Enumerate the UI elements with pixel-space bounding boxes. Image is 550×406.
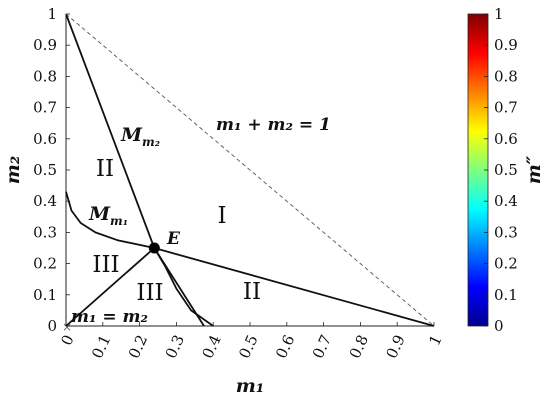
- series-line-3: [65, 247, 155, 327]
- colorbar-tick-label: 0.7: [494, 99, 518, 117]
- x-tick-label: 0.3: [162, 332, 188, 361]
- y-tick-label: 0.7: [33, 99, 57, 117]
- colorbar-tick-label: 0.9: [494, 36, 518, 54]
- x-tick-label: 0.1: [88, 332, 114, 361]
- colorbar-tick-label: 0.3: [494, 223, 518, 241]
- y-tick-label: 1: [47, 5, 57, 23]
- x-axis-label: m₁: [236, 375, 264, 397]
- plot-area: ×: [62, 13, 435, 334]
- colorbar-tick-label: 0.2: [494, 255, 518, 273]
- y-tick-label: 0: [47, 317, 57, 335]
- x-tick-label: 0.5: [235, 332, 261, 361]
- series-line-1: [65, 191, 214, 327]
- label-Mm2: Mm₂: [120, 124, 160, 149]
- y-tick-label: 0.4: [33, 192, 57, 210]
- colorbar-tick-label: 0.1: [494, 286, 518, 304]
- y-tick-label: 0.6: [33, 130, 57, 148]
- label-sum-line: m₁ + m₂ = 1: [216, 115, 331, 135]
- region-I: I: [217, 203, 226, 229]
- y-tick-label: 0.2: [33, 255, 57, 273]
- y-tick-label: 0.9: [33, 36, 57, 54]
- colorbar-ticks: 0 0.1 0.2 0.3 0.4 0.5 0.6 0.7 0.8 0.9 1: [484, 5, 518, 335]
- x-tick-label: 0.7: [309, 332, 335, 361]
- region-III-bottom: III: [136, 280, 163, 306]
- x-tick-label: 0.6: [272, 332, 298, 361]
- x-tick-label: 0.8: [346, 332, 372, 361]
- y-tick-label: 0.3: [33, 223, 57, 241]
- colorbar-tick-label: 1: [494, 5, 504, 23]
- colorbar-label: m″: [523, 155, 545, 184]
- x-tick-label: 0.9: [382, 332, 408, 361]
- x-tick-label: 1: [425, 332, 445, 348]
- y-tick-label: 0.5: [33, 161, 57, 179]
- series-line-4: [65, 13, 435, 327]
- y-axis-label: m₂: [2, 156, 24, 184]
- origin-marker: ×: [62, 320, 72, 334]
- colorbar-tick-label: 0.4: [494, 192, 518, 210]
- colorbar-tick-label: 0: [494, 317, 504, 335]
- region-II-lower: II: [243, 279, 261, 305]
- series-line-2: [154, 247, 435, 327]
- series-line-0: [65, 13, 205, 327]
- x-tick-label: 0.2: [125, 332, 151, 361]
- colorbar-tick-label: 0.6: [494, 130, 518, 148]
- point-E: [148, 242, 160, 254]
- x-tick-label: 0.4: [198, 332, 224, 361]
- x-tick-label: 0: [57, 332, 77, 348]
- region-III-left: III: [92, 252, 119, 278]
- y-tick-label: 0.1: [33, 286, 57, 304]
- colorbar-tick-label: 0.5: [494, 161, 518, 179]
- label-Mm1: Mm₁: [88, 203, 128, 228]
- region-II-upper: II: [96, 156, 114, 182]
- label-equal-line: m₁ = m₂: [71, 307, 148, 327]
- y-tick-label: 0.8: [33, 67, 57, 85]
- label-point-E: E: [166, 229, 181, 249]
- colorbar-tick-label: 0.8: [494, 67, 518, 85]
